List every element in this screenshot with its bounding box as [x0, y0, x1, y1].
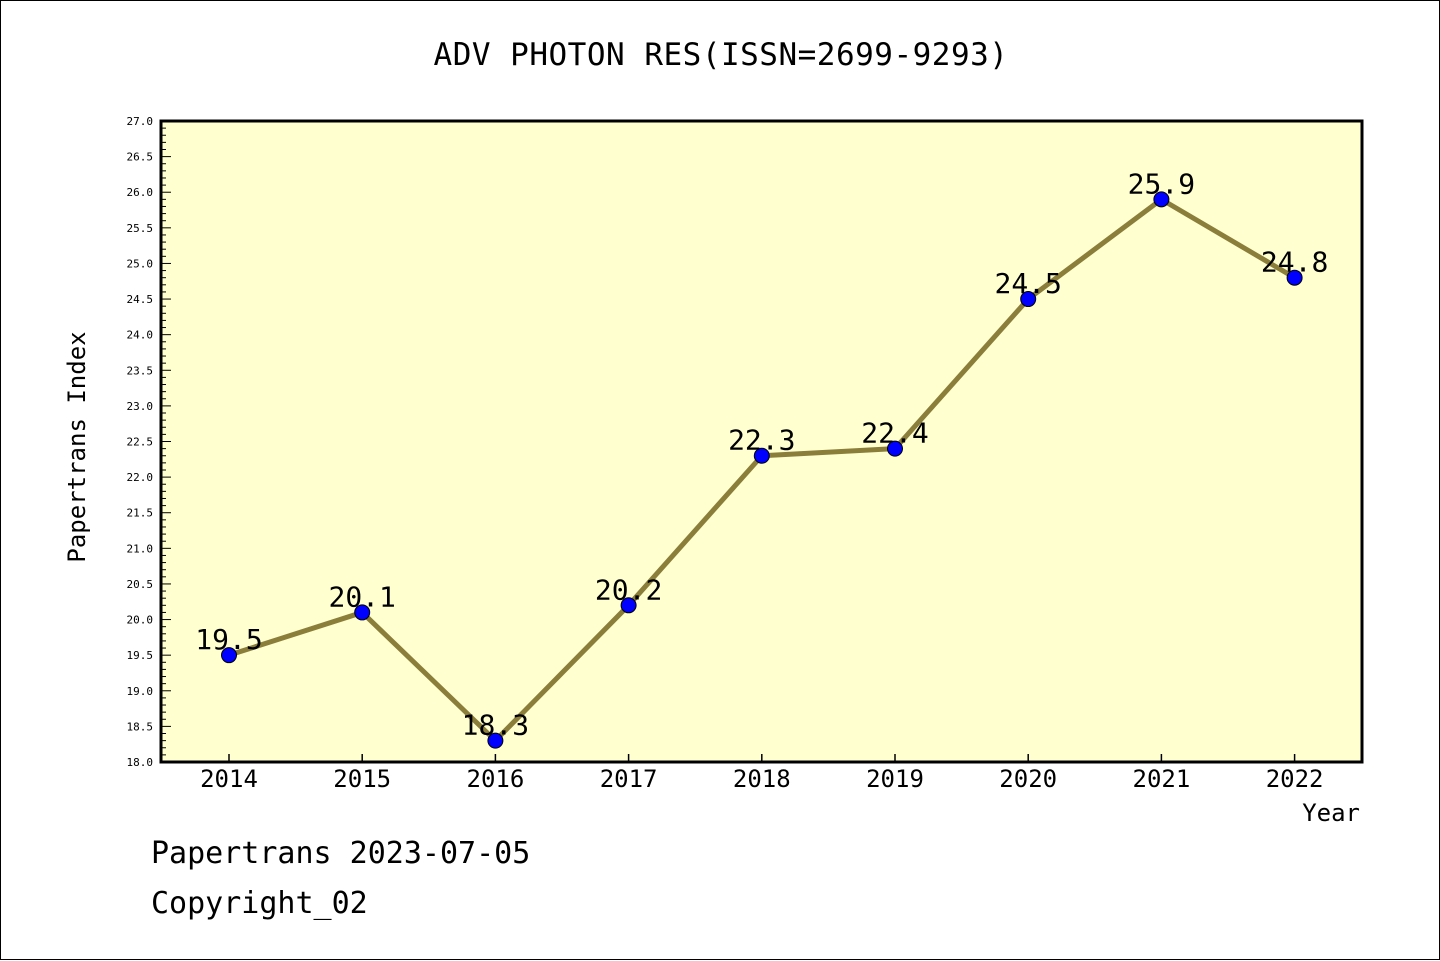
- footer-date: Papertrans 2023-07-05: [151, 836, 531, 871]
- data-point: [1286, 269, 1303, 286]
- data-label: 18.3: [462, 709, 529, 742]
- data-point: [354, 604, 371, 621]
- x-tick-label: 2021: [1133, 765, 1191, 793]
- x-axis-ticks: 2014 2015 2016 2017 2018 2019 2020 2021 2022: [200, 754, 1323, 793]
- x-tick-label: 2015: [333, 765, 391, 793]
- x-tick-label: 2018: [733, 765, 791, 793]
- y-tick-label: 18.0: [127, 756, 154, 769]
- plot-area: [159, 119, 1364, 764]
- y-axis-ticks: 18.0 18.5 19.0 19.5 20.0 20.5 21.0 21.5 22.0 22.5…: [127, 115, 171, 769]
- data-point: [620, 597, 637, 614]
- y-tick-label: 23.5: [127, 364, 154, 377]
- data-label: 22.4: [861, 417, 928, 450]
- x-tick-label: 2022: [1266, 765, 1324, 793]
- y-axis-label: Papertrans Index: [63, 331, 91, 562]
- y-tick-label: 22.5: [127, 436, 154, 449]
- series-group: 19.5 20.1 18.3 20.2 22.3 22.4 24.5 25.9 24.8: [195, 167, 1328, 749]
- y-tick-label: 22.0: [127, 471, 154, 484]
- data-point: [1020, 291, 1037, 308]
- y-tick-label: 26.5: [127, 151, 154, 164]
- y-tick-label: 20.0: [127, 614, 154, 627]
- y-tick-label: 21.5: [127, 507, 154, 520]
- x-axis-label: Year: [1302, 799, 1360, 827]
- y-tick-label: 24.5: [127, 293, 154, 306]
- data-label: 22.3: [728, 424, 795, 457]
- data-point: [887, 440, 903, 457]
- y-tick-label: 26.0: [127, 186, 154, 199]
- x-tick-label: 2014: [200, 765, 258, 793]
- data-label: 24.5: [994, 267, 1061, 300]
- x-tick-label: 2019: [866, 765, 924, 793]
- x-tick-label: 2017: [600, 765, 658, 793]
- y-tick-label: 24.0: [127, 329, 154, 342]
- x-tick-label: 2016: [467, 765, 525, 793]
- data-point: [753, 447, 770, 464]
- y-tick-label: 25.0: [127, 257, 154, 270]
- chart-title: ADV PHOTON RES(ISSN=2699-9293): [433, 37, 1009, 73]
- y-tick-label: 25.5: [127, 222, 154, 235]
- y-tick-label: 19.0: [127, 685, 154, 698]
- x-tick-label: 2020: [999, 765, 1057, 793]
- data-point: [487, 732, 504, 749]
- y-tick-label: 20.5: [127, 578, 154, 591]
- data-label: 20.2: [595, 573, 662, 606]
- y-tick-label: 21.0: [127, 542, 154, 555]
- data-label: 24.8: [1261, 246, 1328, 279]
- data-label: 25.9: [1128, 167, 1195, 200]
- data-point: [1153, 191, 1170, 208]
- y-tick-label: 23.0: [127, 400, 154, 413]
- data-point: [221, 647, 237, 664]
- y-tick-label: 18.5: [127, 720, 154, 733]
- data-label: 19.5: [195, 623, 262, 656]
- y-tick-label: 19.5: [127, 649, 154, 662]
- y-tick-label: 27.0: [127, 115, 154, 128]
- footer-copyright: Copyright_02: [151, 886, 368, 921]
- data-label: 20.1: [328, 580, 395, 613]
